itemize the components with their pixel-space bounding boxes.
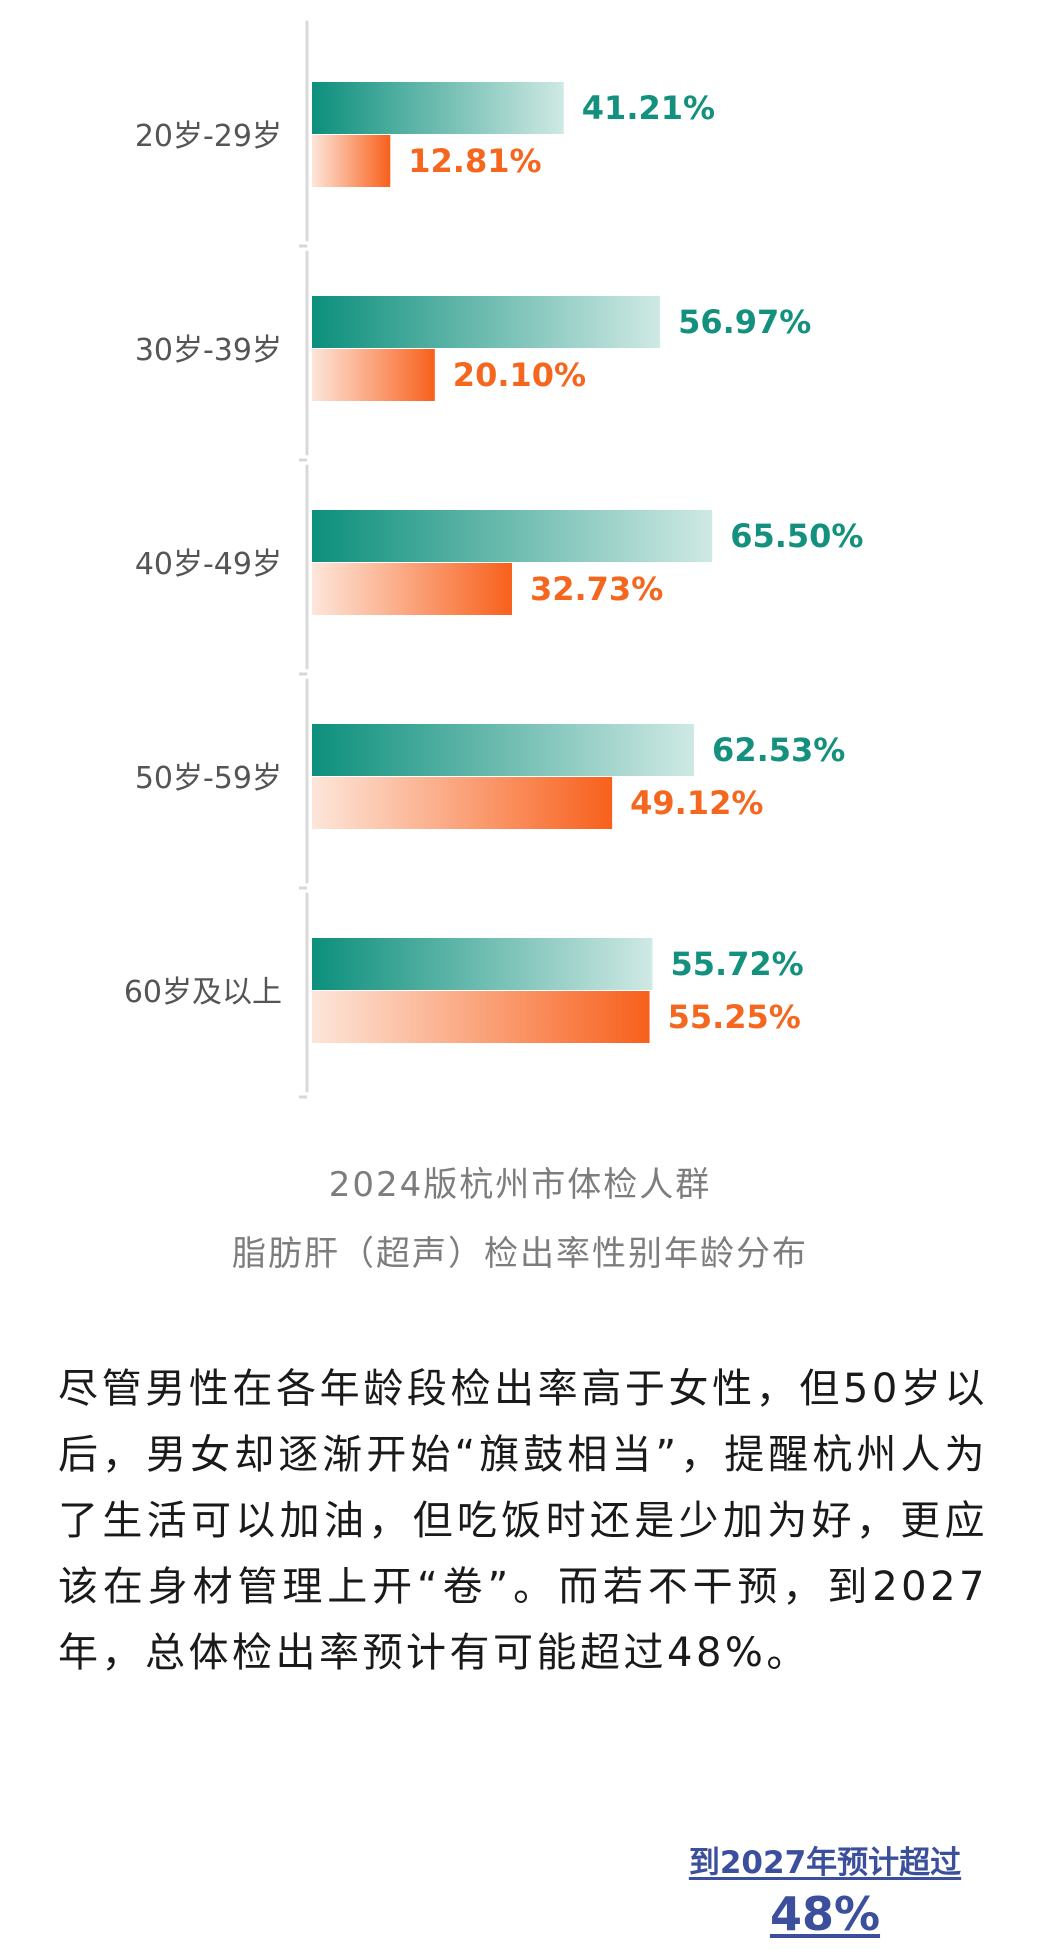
forecast-callout: 到2027年预计超过 48% — [600, 1843, 1040, 1941]
category-label: 50岁-59岁 — [135, 761, 282, 796]
bar-series1 — [312, 296, 661, 348]
data-label-series1: 62.53% — [712, 731, 845, 769]
data-label-series2: 55.25% — [668, 998, 801, 1036]
chart-caption-line1: 2024版杭州市体检人群 — [328, 1165, 712, 1205]
data-label-series1: 41.21% — [582, 89, 715, 127]
data-label-series2: 20.10% — [453, 356, 586, 394]
category-label: 30岁-39岁 — [135, 333, 282, 368]
bars — [312, 82, 713, 1043]
data-label-series2: 12.81% — [408, 142, 541, 180]
data-label-series2: 49.12% — [630, 784, 763, 822]
bar-chart: 41.21% 12.81% 56.97% 20.10% 65.50% 32.73% 62.5… — [124, 20, 863, 1099]
chart-caption-line2: 脂肪肝（超声）检出率性别年龄分布 — [232, 1234, 808, 1274]
bar-series1 — [312, 510, 713, 562]
category-label: 60岁及以上 — [124, 975, 282, 1010]
data-label-series2: 32.73% — [530, 570, 663, 608]
category-labels: 20岁-29岁 30岁-39岁 40岁-49岁 50岁-59岁 60岁及以上 — [124, 119, 282, 1010]
category-axis — [299, 20, 309, 1099]
data-label-series1: 65.50% — [730, 517, 863, 555]
body-paragraph: 尽管男性在各年龄段检出率高于女性，但50岁以后，男女却逐渐开始“旗鼓相当”，提醒… — [58, 1366, 988, 1676]
data-label-series1: 56.97% — [678, 303, 811, 341]
category-label: 20岁-29岁 — [135, 119, 282, 154]
forecast-callout-text: 到2027年预计超过 — [688, 1845, 962, 1881]
bar-series2 — [312, 135, 391, 187]
forecast-callout-value: 48% — [769, 1887, 881, 1941]
bar-series2 — [312, 991, 650, 1043]
category-label: 40岁-49岁 — [135, 547, 282, 582]
bar-series1 — [312, 724, 695, 776]
value-labels: 41.21% 12.81% 56.97% 20.10% 65.50% 32.73% 62.5… — [408, 89, 863, 1036]
bar-series2 — [312, 349, 435, 401]
bar-series1 — [312, 938, 653, 990]
bar-series2 — [312, 563, 512, 615]
bar-series1 — [312, 82, 564, 134]
bar-series2 — [312, 777, 613, 829]
data-label-series1: 55.72% — [670, 945, 803, 983]
